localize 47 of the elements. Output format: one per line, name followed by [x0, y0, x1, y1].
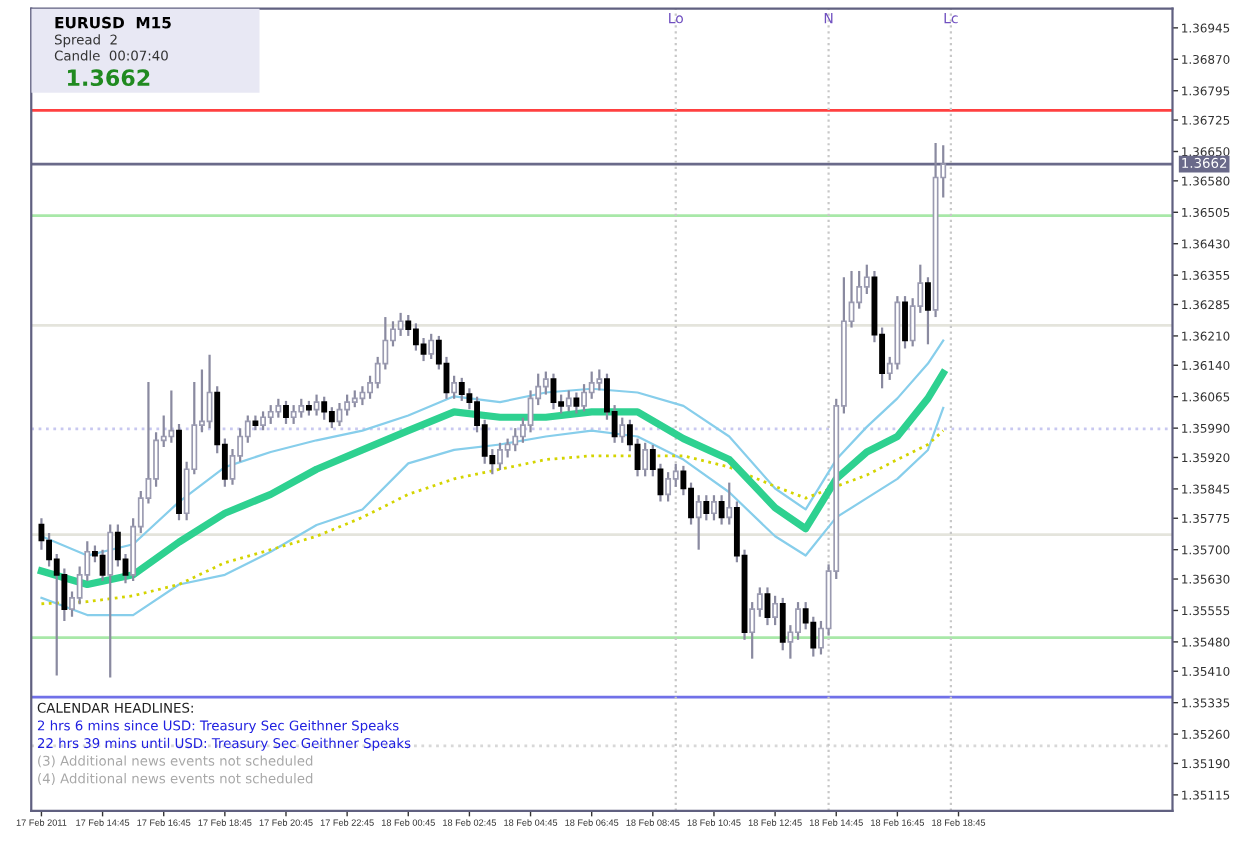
- candlestick: [168, 389, 175, 444]
- candlestick: [573, 391, 580, 415]
- candlestick: [497, 441, 503, 472]
- candlestick: [451, 374, 458, 400]
- candlestick: [275, 397, 282, 419]
- candlestick: [925, 276, 931, 346]
- candlestick: [206, 353, 213, 430]
- line-series: [37, 369, 947, 589]
- candlestick: [902, 295, 908, 350]
- candlestick: [749, 600, 756, 660]
- candlestick: [581, 383, 587, 413]
- candlestick: [313, 393, 320, 417]
- candlestick: [283, 399, 289, 426]
- line-series: [40, 429, 945, 606]
- candlestick: [596, 368, 603, 392]
- candlestick: [779, 596, 786, 652]
- candlestick: [795, 600, 801, 641]
- candlestick: [672, 462, 679, 488]
- candlestick: [665, 471, 672, 503]
- candlestick: [619, 416, 626, 444]
- candlestick: [267, 403, 274, 426]
- candlestick: [405, 313, 412, 338]
- candlestick: [512, 427, 519, 453]
- candlestick: [397, 311, 404, 338]
- candlestick: [642, 441, 649, 478]
- candlestick: [588, 370, 595, 400]
- candlestick: [772, 594, 779, 627]
- candlestick: [458, 376, 465, 402]
- candlestick: [321, 395, 328, 421]
- candlestick: [695, 494, 702, 551]
- candlestick: [726, 481, 733, 526]
- candlestick: [542, 370, 549, 396]
- candlestick: [703, 494, 710, 522]
- annotation: 1.3662: [67, 69, 150, 87]
- candlestick: [260, 410, 267, 432]
- line-series: [40, 406, 945, 617]
- candlestick: [107, 523, 114, 679]
- candlestick: [298, 397, 305, 419]
- candlestick: [328, 406, 335, 430]
- candlestick: [99, 548, 106, 583]
- candlestick: [428, 332, 435, 361]
- candlestick: [711, 494, 717, 522]
- candlestick: [359, 385, 366, 407]
- candlestick: [565, 389, 572, 413]
- candlestick: [863, 263, 870, 296]
- candlestick: [290, 403, 297, 426]
- candlestick: [420, 336, 427, 363]
